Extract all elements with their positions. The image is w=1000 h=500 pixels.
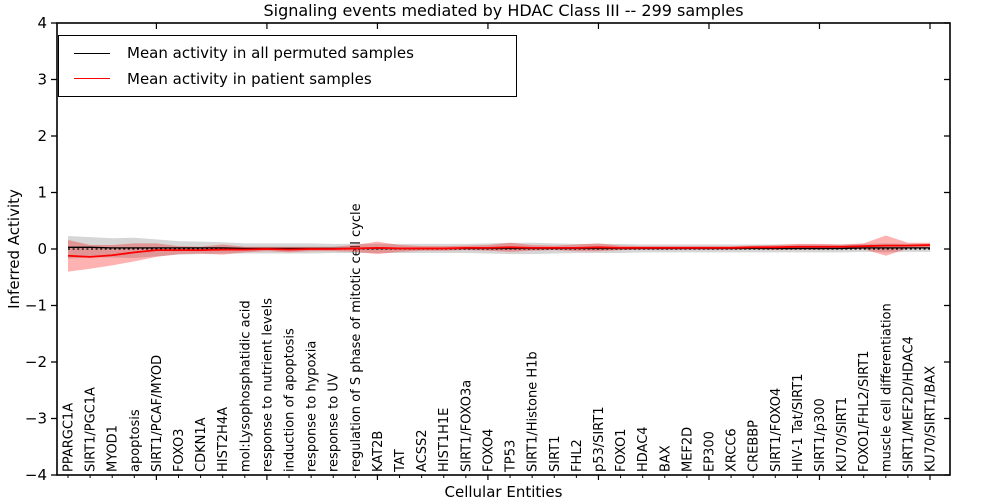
- legend-item-patient: Mean activity in patient samples: [59, 68, 516, 90]
- x-tick-label: regulation of S phase of mitotic cell cy…: [349, 203, 364, 472]
- x-tick-label: SIRT1/p300: [813, 398, 828, 472]
- x-tick-label: HIV-1 Tat/SIRT1: [791, 374, 806, 472]
- x-tick-label: TAT: [393, 449, 408, 473]
- x-tick-label: KAT2B: [371, 431, 386, 472]
- legend-label-permuted: Mean activity in all permuted samples: [127, 44, 414, 63]
- x-tick-label: BAX: [658, 445, 673, 472]
- y-tick-label: 2: [37, 127, 47, 145]
- x-tick-label: CREBBP: [747, 420, 762, 472]
- x-tick-label: p53/SIRT1: [592, 406, 607, 472]
- chart-title: Signaling events mediated by HDAC Class …: [263, 1, 744, 20]
- x-tick-label: SIRT1: [548, 436, 563, 472]
- x-tick-label: SIRT1/MEF2D/HDAC4: [901, 336, 916, 472]
- x-tick-label: HIST1H1E: [437, 408, 452, 472]
- y-tick-label: 0: [37, 240, 47, 258]
- x-tick-label: response to UV: [327, 373, 342, 472]
- x-tick-label: HDAC4: [636, 426, 651, 472]
- x-tick-label: TP53: [504, 440, 519, 473]
- x-tick-label: KU70/SIRT1: [835, 397, 850, 472]
- y-tick-label: 3: [37, 71, 47, 89]
- y-tick-label: −1: [25, 297, 47, 315]
- x-tick-label: MEF2D: [680, 427, 695, 472]
- patient-line-swatch: [74, 78, 110, 80]
- x-axis-label: Cellular Entities: [444, 483, 563, 500]
- x-tick-label: induction of apoptosis: [283, 328, 298, 472]
- x-tick-label: response to nutrient levels: [260, 298, 275, 472]
- x-tick-label: CDKN1A: [194, 417, 209, 472]
- x-tick-label: FOXO1: [614, 429, 629, 472]
- x-tick-label: SIRT1/PCAF/MYOD: [150, 355, 165, 472]
- x-tick-label: response to hypoxia: [305, 341, 320, 472]
- y-tick-label: −4: [25, 466, 47, 484]
- x-tick-label: KU70/SIRT1/BAX: [924, 366, 939, 472]
- y-tick-label: −3: [25, 410, 47, 428]
- x-tick-label: SIRT1/FOXO4: [769, 388, 784, 472]
- legend-item-permuted: Mean activity in all permuted samples: [59, 42, 516, 64]
- x-tick-label: HIST2H4A: [216, 407, 231, 472]
- x-tick-label: muscle cell differentiation: [879, 303, 894, 472]
- patient-mean-line: [67, 244, 931, 258]
- x-tick-label: mol:Lysophosphatidic acid: [238, 300, 253, 472]
- x-tick-label: FOXO4: [481, 429, 496, 472]
- x-tick-label: FOXO3: [172, 429, 187, 472]
- x-tick-label: XRCC6: [725, 428, 740, 472]
- y-tick-label: 1: [37, 184, 47, 202]
- x-tick-label: SIRT1/FOXO3a: [459, 380, 474, 472]
- permuted-line-swatch: [74, 52, 110, 54]
- y-tick-label: 4: [37, 14, 47, 32]
- y-axis-label: Inferred Activity: [5, 189, 23, 309]
- x-tick-label: ACSS2: [415, 429, 430, 472]
- x-tick-label: MYOD1: [106, 425, 121, 472]
- x-tick-label: EP300: [702, 431, 717, 472]
- x-tick-label: FOXO1/FHL2/SIRT1: [857, 351, 872, 472]
- x-tick-label: SIRT1/Histone H1b: [526, 351, 541, 472]
- x-tick-label: FHL2: [570, 439, 585, 472]
- x-tick-label: PPARGC1A: [62, 403, 77, 472]
- legend-label-patient: Mean activity in patient samples: [127, 69, 372, 88]
- x-tick-label: SIRT1/PGC1A: [84, 387, 99, 472]
- legend: Mean activity in all permuted samples Me…: [58, 35, 517, 97]
- x-tick-label: apoptosis: [128, 409, 143, 472]
- y-tick-label: −2: [25, 353, 47, 371]
